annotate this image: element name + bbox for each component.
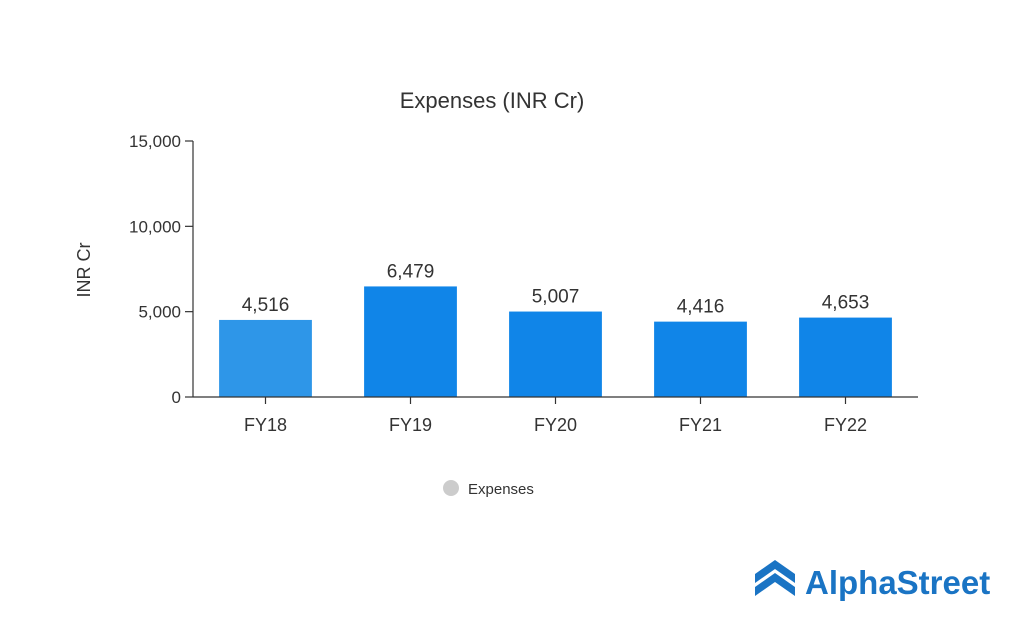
y-tick-label: 15,000 [129,132,181,151]
data-label-fy22: 4,653 [822,293,870,314]
x-tick-label-fy18: FY18 [244,415,287,435]
bars [219,286,892,397]
data-labels: 4,516 6,479 5,007 4,416 4,653 [242,261,870,317]
y-axis-label: INR Cr [74,243,94,298]
y-tick-label: 10,000 [129,217,181,236]
legend-label: Expenses [468,481,534,498]
y-tick-label: 5,000 [138,303,181,322]
legend-marker [443,480,459,496]
legend[interactable]: Expenses [443,480,534,498]
x-tick-label-fy20: FY20 [534,415,577,435]
x-axis-ticks: FY18 FY19 FY20 FY21 FY22 [244,397,867,435]
x-tick-label-fy19: FY19 [389,415,432,435]
alphastreet-logo-icon [755,560,795,596]
bar-fy21[interactable] [654,321,747,397]
x-tick-label-fy21: FY21 [679,415,722,435]
bar-fy18[interactable] [219,319,312,397]
y-tick-label: 0 [172,388,181,407]
chart-title: Expenses (INR Cr) [400,88,585,113]
data-label-fy18: 4,516 [242,295,290,316]
bar-fy20[interactable] [509,311,602,397]
bar-fy19[interactable] [364,286,457,397]
x-tick-label-fy22: FY22 [824,415,867,435]
y-axis-ticks: 0 5,000 10,000 15,000 [129,132,193,407]
brand-logo: AlphaStreet [755,560,990,601]
bar-fy22[interactable] [799,317,892,397]
data-label-fy21: 4,416 [677,297,725,318]
data-label-fy19: 6,479 [387,261,435,282]
brand-name: AlphaStreet [805,564,990,601]
data-label-fy20: 5,007 [532,287,580,308]
